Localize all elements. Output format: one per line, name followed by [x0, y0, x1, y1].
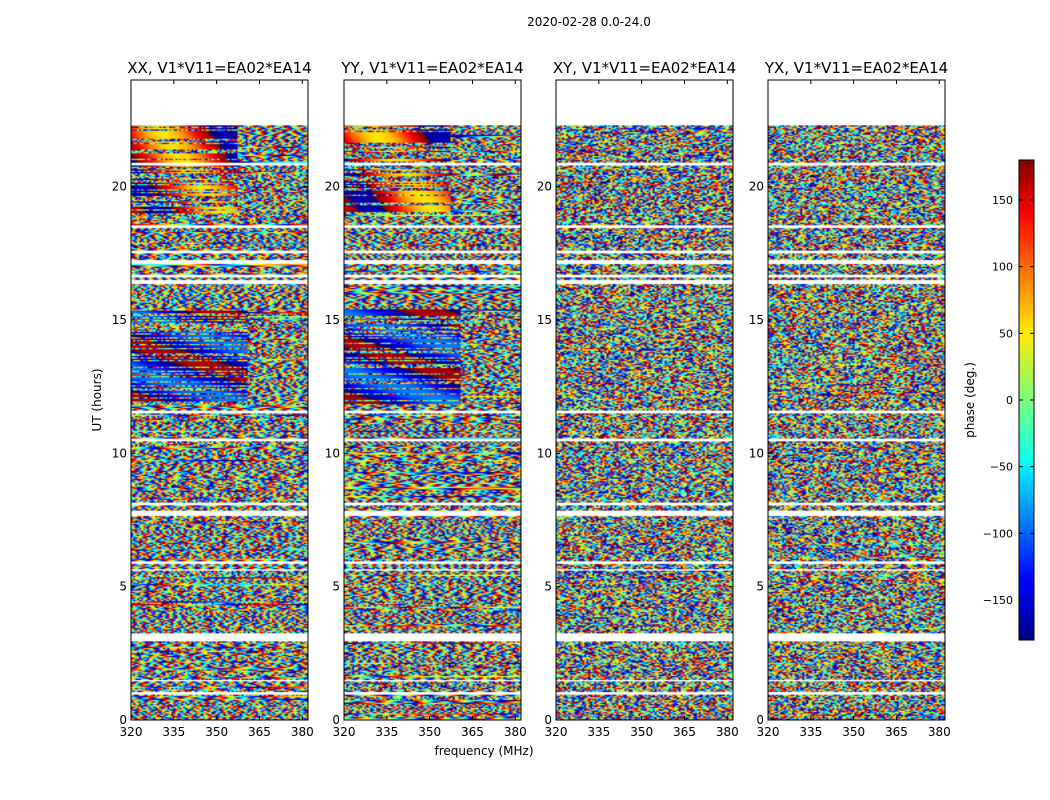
- x-tick-label: 380: [291, 725, 314, 739]
- phase-image: [768, 125, 945, 721]
- x-tick-label: 335: [375, 725, 398, 739]
- x-tick-label: 350: [842, 725, 865, 739]
- phase-image: [556, 125, 733, 721]
- phase-image: [131, 125, 308, 721]
- y-tick-label: 5: [332, 580, 340, 594]
- y-tick-label: 0: [119, 713, 127, 727]
- y-tick-label: 5: [544, 580, 552, 594]
- colorbar-tick-label: 50: [999, 327, 1013, 340]
- panels: XX, V1*V11=EA02*EA14 320 335 350 365 380 0 5 10 1…: [112, 59, 951, 739]
- y-tick-label: 20: [749, 180, 764, 194]
- panel-title: YX, V1*V11=EA02*EA14: [764, 59, 948, 77]
- phase-image: [344, 125, 521, 721]
- x-tick-label: 335: [162, 725, 185, 739]
- x-tick-label: 320: [120, 725, 143, 739]
- x-axis-label: frequency (MHz): [434, 744, 533, 758]
- x-tick-label: 320: [757, 725, 780, 739]
- panel-yy: YY, V1*V11=EA02*EA14 320 335 350 365 380 0 5 10 1…: [325, 59, 527, 739]
- x-tick-label: 365: [885, 725, 908, 739]
- y-tick-label: 0: [544, 713, 552, 727]
- x-tick-label: 380: [928, 725, 951, 739]
- colorbar-tick-label: −50: [990, 461, 1013, 474]
- y-tick-label: 20: [537, 180, 552, 194]
- x-tick-label: 365: [248, 725, 271, 739]
- y-tick-label: 0: [332, 713, 340, 727]
- y-tick-label: 5: [756, 580, 764, 594]
- colorbar-tick-label: 150: [992, 194, 1013, 207]
- colorbar-tick-label: −100: [983, 527, 1013, 540]
- axes-frame: [343, 79, 522, 721]
- colorbar-tick-label: 100: [992, 261, 1013, 274]
- x-tick-label: 365: [461, 725, 484, 739]
- x-tick-label: 380: [716, 725, 739, 739]
- y-tick-label: 20: [325, 180, 340, 194]
- panel-title: XY, V1*V11=EA02*EA14: [553, 59, 736, 77]
- axes-frame: [767, 79, 946, 721]
- suptitle: 2020-02-28 0.0-24.0: [527, 15, 651, 29]
- panel-xy: XY, V1*V11=EA02*EA14 320 335 350 365 380 0 5 10 1…: [537, 59, 739, 739]
- x-tick-label: 320: [545, 725, 568, 739]
- panel-title: XX, V1*V11=EA02*EA14: [127, 59, 311, 77]
- colorbar-tick-label: 0: [1006, 394, 1013, 407]
- y-tick-label: 15: [749, 313, 764, 327]
- x-tick-label: 365: [673, 725, 696, 739]
- y-tick-label: 10: [749, 446, 764, 460]
- x-tick-label: 350: [418, 725, 441, 739]
- y-tick-label: 15: [325, 313, 340, 327]
- x-tick-label: 335: [587, 725, 610, 739]
- x-tick-label: 320: [333, 725, 356, 739]
- y-tick-label: 10: [537, 446, 552, 460]
- panel-xx: XX, V1*V11=EA02*EA14 320 335 350 365 380 0 5 10 1…: [112, 59, 314, 739]
- y-tick-label: 10: [112, 446, 127, 460]
- y-axis-label: UT (hours): [90, 368, 104, 431]
- x-tick-label: 350: [630, 725, 653, 739]
- axes-frame: [555, 79, 734, 721]
- y-tick-label: 15: [112, 313, 127, 327]
- colorbar-tick-label: −150: [983, 594, 1013, 607]
- y-tick-label: 20: [112, 180, 127, 194]
- axes-frame: [130, 79, 309, 721]
- y-tick-label: 15: [537, 313, 552, 327]
- y-tick-label: 5: [119, 580, 127, 594]
- panel-title: YY, V1*V11=EA02*EA14: [340, 59, 523, 77]
- colorbar-label: phase (deg.): [963, 362, 977, 438]
- x-tick-label: 380: [504, 725, 527, 739]
- x-tick-label: 335: [799, 725, 822, 739]
- y-tick-label: 10: [325, 446, 340, 460]
- colorbar-ticks: 150 100 50 0 −50 −100 −150: [983, 194, 1034, 607]
- colorbar: 150 100 50 0 −50 −100 −150 phase (deg.): [963, 159, 1035, 641]
- panel-yx: YX, V1*V11=EA02*EA14 320 335 350 365 380 0 5 10 1…: [749, 59, 951, 739]
- y-tick-label: 0: [756, 713, 764, 727]
- x-tick-label: 350: [205, 725, 228, 739]
